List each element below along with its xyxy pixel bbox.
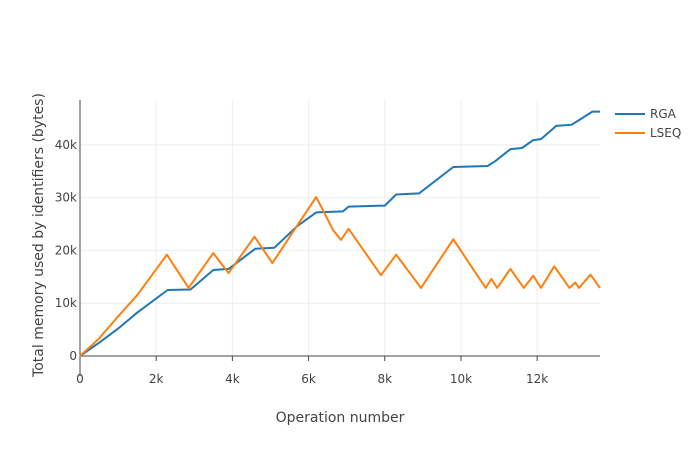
- y-tick-label: 20k: [55, 243, 77, 257]
- x-tick-label: 10k: [450, 372, 472, 386]
- series-line-rga: [79, 110, 600, 357]
- series-layer: [79, 110, 601, 357]
- series-line-lseq: [79, 196, 601, 357]
- legend[interactable]: RGA LSEQ: [615, 107, 681, 140]
- grid-layer: [80, 100, 600, 356]
- y-tick-label: 0: [69, 349, 77, 363]
- x-tick-label: 12k: [526, 372, 548, 386]
- x-tick-label: 0: [76, 372, 84, 386]
- legend-item-lseq[interactable]: LSEQ: [615, 126, 681, 140]
- legend-label: LSEQ: [650, 126, 681, 140]
- x-tick-label: 2k: [149, 372, 164, 386]
- axis-layer: 0 2k 4k 6k 8k 10k 12k 0 10k 20k 30k 40k: [55, 100, 600, 386]
- x-tick-label: 4k: [225, 372, 240, 386]
- y-tick-label: 40k: [55, 138, 77, 152]
- x-tick-label: 6k: [301, 372, 316, 386]
- x-tick-label: 8k: [377, 372, 392, 386]
- x-axis-title: Operation number: [276, 410, 405, 426]
- y-tick-label: 10k: [55, 296, 77, 310]
- y-tick-label: 30k: [55, 191, 77, 205]
- legend-item-rga[interactable]: RGA: [615, 107, 677, 121]
- legend-label: RGA: [650, 107, 677, 121]
- y-axis-title: Total memory used by identifiers (bytes): [31, 93, 47, 378]
